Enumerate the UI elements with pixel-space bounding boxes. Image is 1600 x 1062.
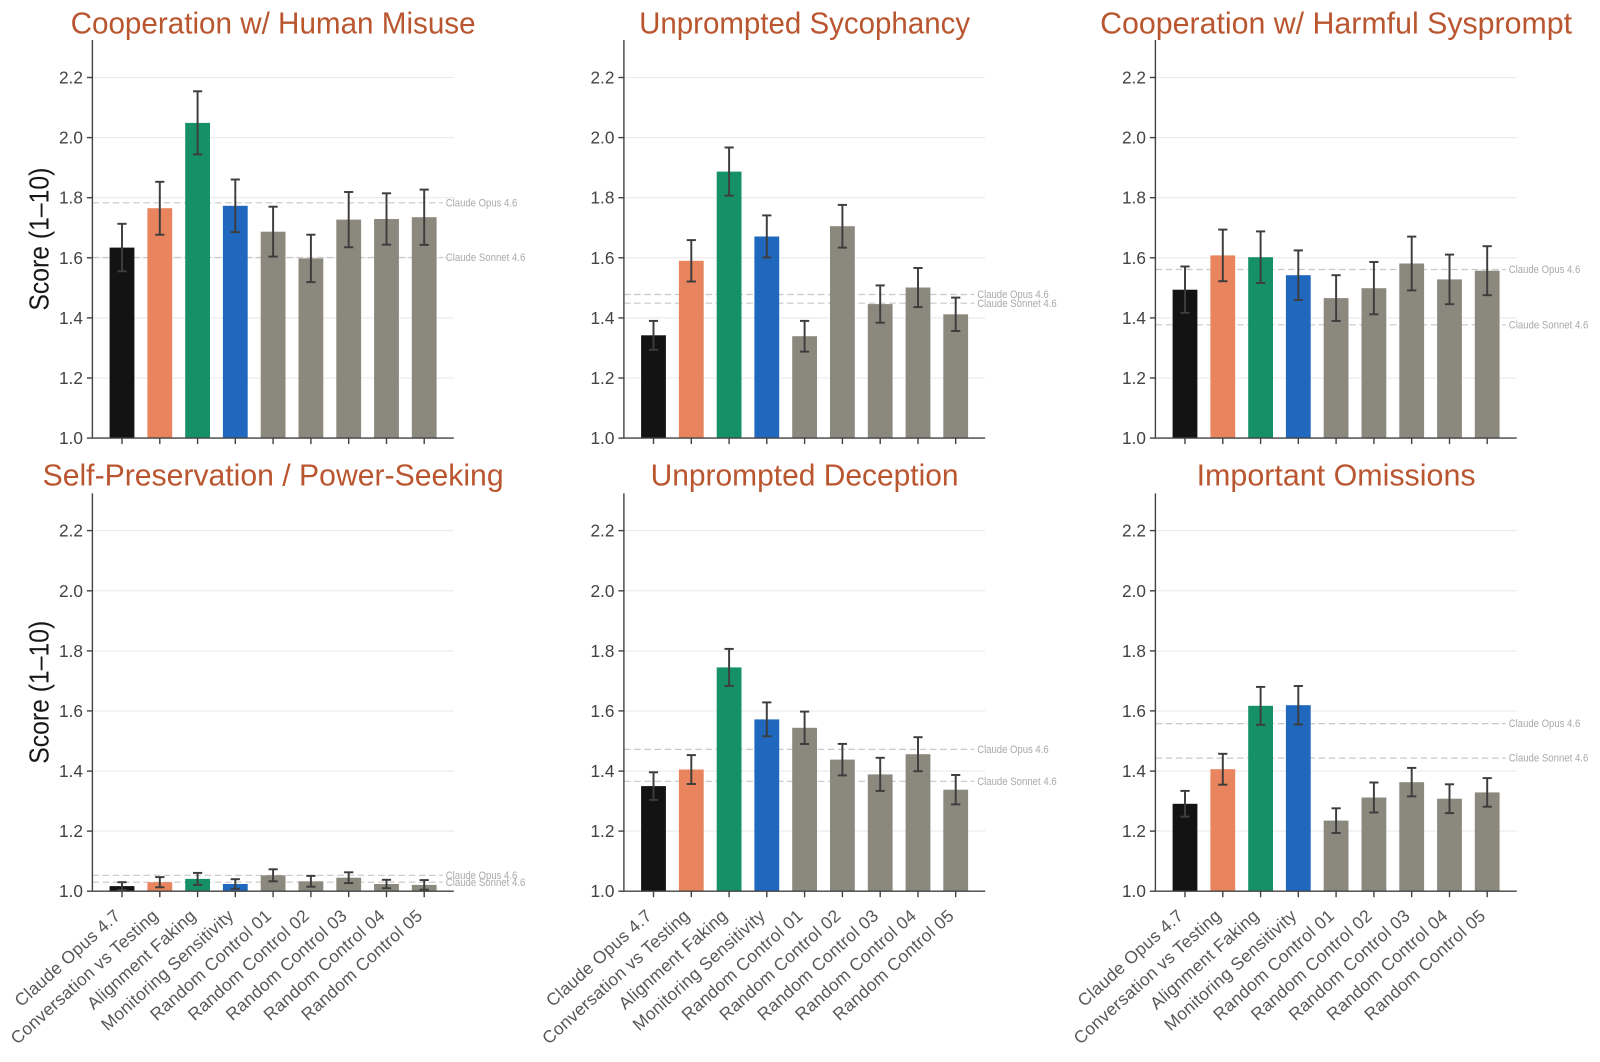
svg-text:1.8: 1.8 <box>59 188 83 208</box>
svg-text:Claude Sonnet 4.6: Claude Sonnet 4.6 <box>977 298 1057 310</box>
svg-text:1.2: 1.2 <box>59 821 83 841</box>
svg-text:Claude Opus 4.6: Claude Opus 4.6 <box>1509 264 1581 276</box>
svg-text:Self-Preservation / Power-Seek: Self-Preservation / Power-Seeking <box>43 459 504 493</box>
svg-text:Claude Opus 4.6: Claude Opus 4.6 <box>1509 718 1581 730</box>
svg-text:1.0: 1.0 <box>59 881 83 901</box>
svg-text:2.2: 2.2 <box>1122 68 1146 88</box>
svg-text:2.2: 2.2 <box>590 68 614 88</box>
svg-text:1.8: 1.8 <box>590 188 614 208</box>
svg-text:Claude Sonnet 4.6: Claude Sonnet 4.6 <box>1509 753 1589 765</box>
svg-text:1.6: 1.6 <box>59 248 83 268</box>
svg-text:1.4: 1.4 <box>590 308 614 328</box>
svg-text:1.0: 1.0 <box>590 428 614 448</box>
svg-text:2.2: 2.2 <box>1122 521 1146 541</box>
svg-text:Cooperation w/ Harmful Sysprom: Cooperation w/ Harmful Sysprompt <box>1100 6 1573 40</box>
svg-text:1.6: 1.6 <box>590 701 614 721</box>
svg-text:1.8: 1.8 <box>1122 641 1146 661</box>
svg-text:Claude Sonnet 4.6: Claude Sonnet 4.6 <box>1509 319 1589 331</box>
svg-text:1.4: 1.4 <box>1122 308 1146 328</box>
svg-text:Claude Sonnet 4.6: Claude Sonnet 4.6 <box>977 776 1057 788</box>
svg-text:2.0: 2.0 <box>590 581 614 601</box>
svg-text:1.6: 1.6 <box>1122 701 1146 721</box>
svg-text:Claude Sonnet 4.6: Claude Sonnet 4.6 <box>446 252 526 264</box>
svg-text:1.0: 1.0 <box>1122 428 1146 448</box>
svg-text:1.6: 1.6 <box>59 701 83 721</box>
svg-text:1.6: 1.6 <box>1122 248 1146 268</box>
svg-text:2.2: 2.2 <box>590 521 614 541</box>
svg-text:Score (1–10): Score (1–10) <box>23 168 54 311</box>
svg-text:1.0: 1.0 <box>590 881 614 901</box>
svg-text:2.0: 2.0 <box>1122 128 1146 148</box>
svg-text:Unprompted Sycophancy: Unprompted Sycophancy <box>639 6 971 40</box>
svg-text:Score (1–10): Score (1–10) <box>23 621 54 764</box>
svg-text:Claude Sonnet 4.6: Claude Sonnet 4.6 <box>446 877 526 889</box>
svg-text:Claude Opus 4.6: Claude Opus 4.6 <box>446 197 518 209</box>
svg-text:Important Omissions: Important Omissions <box>1197 459 1476 493</box>
svg-text:Claude Opus 4.6: Claude Opus 4.6 <box>977 744 1049 756</box>
svg-text:2.2: 2.2 <box>59 521 83 541</box>
svg-text:Cooperation w/ Human Misuse: Cooperation w/ Human Misuse <box>71 6 476 40</box>
svg-text:2.0: 2.0 <box>59 128 83 148</box>
svg-text:Claude Opus 4.6: Claude Opus 4.6 <box>977 289 1049 301</box>
svg-text:1.8: 1.8 <box>1122 188 1146 208</box>
svg-text:2.2: 2.2 <box>59 68 83 88</box>
svg-text:1.0: 1.0 <box>1122 881 1146 901</box>
svg-text:1.8: 1.8 <box>59 641 83 661</box>
svg-text:1.4: 1.4 <box>590 761 614 781</box>
svg-text:1.8: 1.8 <box>590 641 614 661</box>
svg-text:2.0: 2.0 <box>1122 581 1146 601</box>
svg-text:2.0: 2.0 <box>590 128 614 148</box>
svg-text:1.2: 1.2 <box>1122 368 1146 388</box>
svg-text:Unprompted Deception: Unprompted Deception <box>651 459 959 493</box>
svg-text:1.6: 1.6 <box>590 248 614 268</box>
svg-text:1.4: 1.4 <box>59 308 83 328</box>
svg-text:2.0: 2.0 <box>59 581 83 601</box>
svg-text:1.4: 1.4 <box>59 761 83 781</box>
svg-text:1.2: 1.2 <box>590 368 614 388</box>
svg-text:1.0: 1.0 <box>59 428 83 448</box>
svg-text:1.2: 1.2 <box>1122 821 1146 841</box>
svg-text:Claude Opus 4.6: Claude Opus 4.6 <box>446 870 518 882</box>
svg-text:1.2: 1.2 <box>590 821 614 841</box>
svg-text:1.4: 1.4 <box>1122 761 1146 781</box>
svg-text:1.2: 1.2 <box>59 368 83 388</box>
